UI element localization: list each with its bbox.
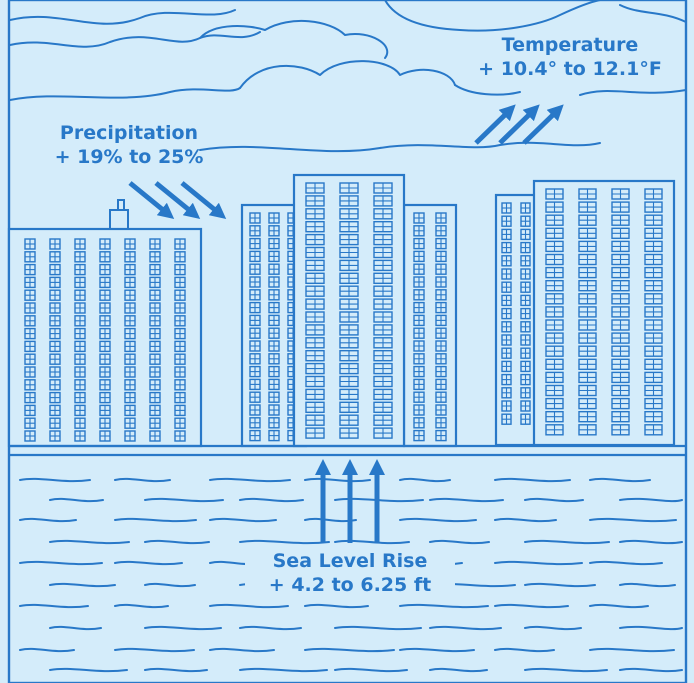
building-center-right-wing (402, 203, 458, 448)
wave-line (19, 517, 677, 523)
wave-line (19, 603, 649, 609)
wave-line (49, 539, 683, 545)
precipitation-value: + 19% to 25% (54, 145, 204, 168)
temperature-value: + 10.4° to 12.1°F (478, 57, 662, 80)
precipitation-arrows (128, 181, 227, 220)
temperature-title: Temperature (501, 34, 639, 56)
sea-level-title: Sea Level Rise (272, 550, 428, 572)
building-left (7, 227, 203, 448)
temperature-arrows (474, 104, 564, 145)
water-waves (19, 477, 683, 673)
arrow-down-right-icon (128, 181, 175, 220)
wave-line (49, 625, 683, 631)
building-right-wing (494, 193, 538, 447)
buildings (7, 173, 676, 448)
clouds (9, 0, 687, 153)
building-right (532, 179, 676, 447)
arrow-down-right-icon (180, 181, 227, 220)
temperature-label: Temperature + 10.4° to 12.1°F (470, 34, 670, 82)
building-center (292, 173, 406, 448)
wave-line (49, 667, 683, 673)
arrow-up-right-icon (522, 104, 564, 145)
arrow-up-right-icon (498, 104, 540, 145)
sea-level-arrows (314, 458, 386, 543)
wave-line (19, 477, 651, 483)
arrow-down-right-icon (154, 181, 201, 220)
wave-line (19, 647, 675, 653)
precipitation-label: Precipitation + 19% to 25% (24, 122, 234, 170)
precipitation-title: Precipitation (59, 122, 199, 144)
sea-level-value: + 4.2 to 6.25 ft (268, 573, 432, 596)
sea-level-label: Sea Level Rise + 4.2 to 6.25 ft (245, 548, 455, 600)
arrow-up-right-icon (474, 104, 516, 145)
